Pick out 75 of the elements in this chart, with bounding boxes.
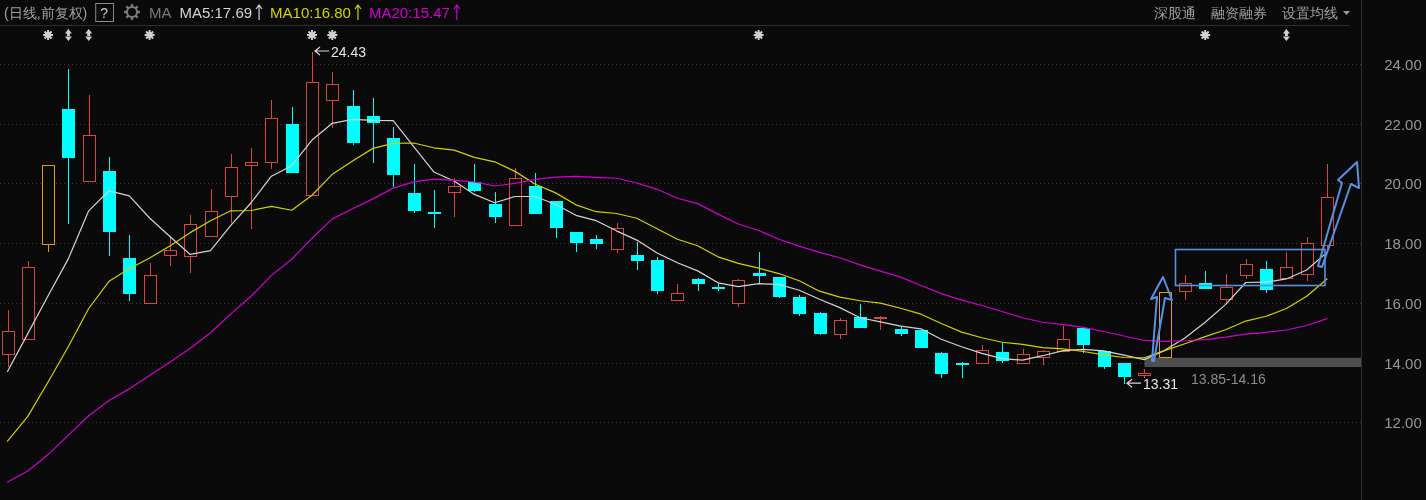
candlestick [22,260,35,340]
candlestick [306,51,319,196]
candlestick [692,277,705,291]
candlestick [550,200,563,238]
text: MA [149,4,172,21]
candlestick [164,235,177,266]
candlestick [1240,258,1253,279]
candlestick [62,68,75,224]
y-tick-label: 16.00 [1384,295,1422,312]
candlestick [793,294,806,316]
candlestick [590,234,603,249]
candlestick [1118,362,1131,384]
line-series [6,142,1328,442]
candlestick [42,165,55,252]
candlestick [1220,273,1233,303]
candlestick [570,232,583,252]
candlestick [184,214,197,273]
candlestick [205,188,218,237]
candlestick [103,156,116,256]
candlestick [1138,368,1151,378]
legend-label: MA10:16.80 [270,4,351,21]
candlestick [144,262,157,304]
candlestick [732,278,745,307]
candlestick [773,276,786,298]
text: 融资融券 [1211,5,1267,21]
candlestick [428,189,441,228]
candlestick [1301,236,1314,281]
chart-subtitle: (日线,前复权) [4,5,88,21]
candlestick [2,309,15,367]
y-tick-label: 12.00 [1384,414,1422,431]
candlestick [408,163,421,213]
legend-label: MA5:17.69 [179,4,253,21]
candlestick [631,241,644,270]
candlestick [915,330,928,348]
candlestick [326,71,339,128]
candlestick [468,163,481,192]
candlestick [1280,251,1293,279]
candlestick [245,147,258,229]
candlestick [976,344,989,364]
candlestick [814,311,827,335]
candlestick [448,177,461,217]
legend-label: MA20:15.47 [368,4,450,21]
candlestick [225,153,238,223]
candlestick [387,126,400,187]
candlestick [265,99,278,169]
y-tick-label: 20.00 [1384,175,1422,192]
candlestick [529,172,542,214]
text: 深股通 [1154,5,1196,21]
annotation: 24.43 [331,43,367,60]
y-tick-label: 22.00 [1384,116,1422,133]
candlestick [347,89,360,145]
candlestick [83,94,96,182]
candlestick [712,282,725,291]
text: ? [100,5,109,21]
candlestick [671,283,684,301]
candlestick [651,256,664,294]
candlestick [854,303,867,328]
line-series [6,175,1328,483]
candlestick [834,317,847,339]
candlestick [1077,326,1090,353]
y-tick-label: 18.00 [1384,235,1422,252]
candlestick [286,106,299,173]
candlestick [956,361,969,378]
candlestick [509,167,522,226]
y-tick-label: 24.00 [1384,56,1422,73]
y-tick-label: 14.00 [1384,355,1422,372]
text: 设置均线 [1282,5,1338,21]
candlestick [753,251,766,284]
band-label: 13.85-14.16 [1191,371,1266,388]
annotation: 13.31 [1143,376,1179,393]
candlestick [935,351,948,378]
candlestick [895,326,908,336]
candlestick [611,222,624,253]
candlestick [489,191,502,223]
candlestick [123,234,136,301]
